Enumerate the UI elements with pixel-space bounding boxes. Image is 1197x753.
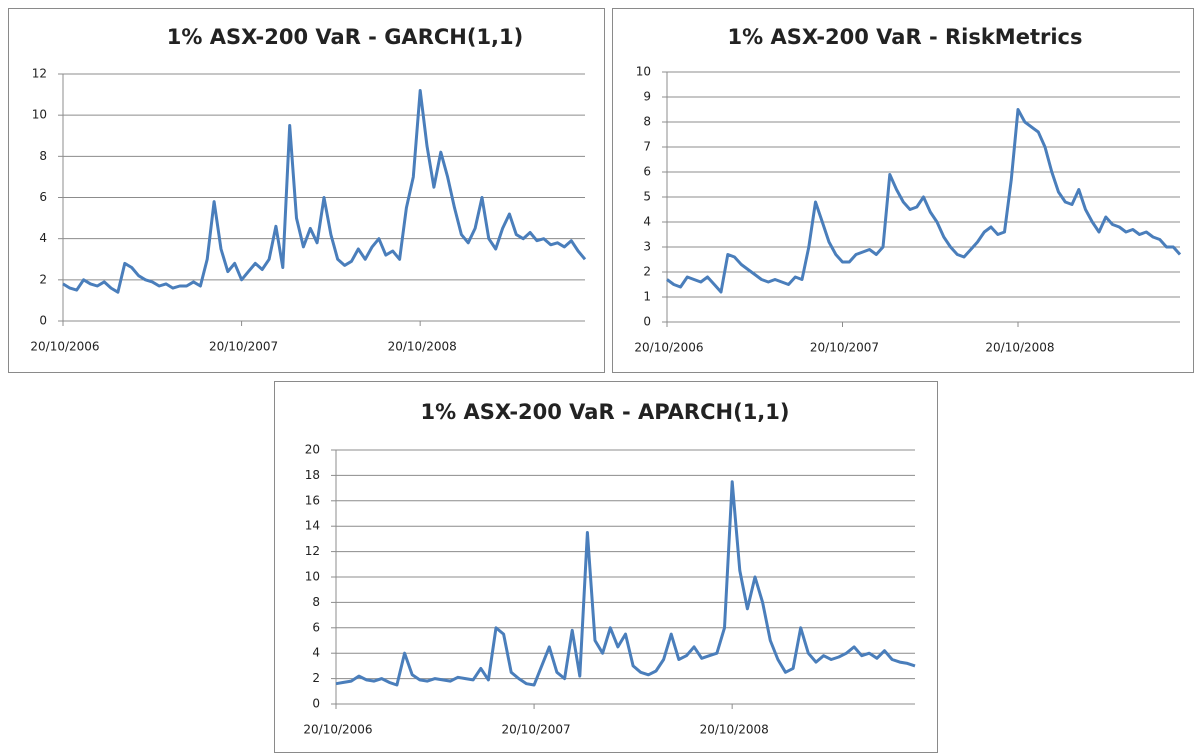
x-tick-label: 20/10/2008	[388, 340, 457, 354]
y-tick-label: 4	[312, 646, 320, 660]
y-tick-label: 6	[312, 620, 320, 634]
x-tick-label: 20/10/2006	[634, 341, 703, 355]
x-tick-label: 20/10/2006	[303, 723, 372, 737]
chart-title: 1% ASX-200 VaR - APARCH(1,1)	[421, 400, 790, 424]
x-tick-label: 20/10/2007	[209, 340, 278, 354]
data-line	[335, 480, 916, 687]
y-tick-label: 20	[305, 443, 320, 457]
y-tick-label: 2	[39, 272, 47, 286]
x-tick-label: 20/10/2007	[501, 723, 570, 737]
x-tick-label: 20/10/2006	[30, 340, 99, 354]
y-tick-label: 0	[39, 314, 47, 328]
y-tick-label: 10	[305, 570, 320, 584]
y-tick-label: 5	[643, 190, 651, 204]
y-tick-label: 10	[636, 65, 651, 79]
y-tick-label: 12	[32, 67, 47, 81]
x-tick-label: 20/10/2007	[810, 341, 879, 355]
y-tick-label: 12	[305, 544, 320, 558]
y-tick-label: 6	[643, 165, 651, 179]
data-line	[62, 89, 587, 294]
y-tick-label: 8	[643, 115, 651, 129]
y-tick-label: 8	[39, 149, 47, 163]
y-tick-label: 18	[305, 468, 320, 482]
y-tick-label: 14	[305, 519, 320, 533]
y-tick-label: 3	[643, 240, 651, 254]
chart-frame	[274, 381, 938, 753]
x-tick-label: 20/10/2008	[700, 723, 769, 737]
y-tick-label: 0	[643, 315, 651, 329]
y-tick-label: 8	[312, 595, 320, 609]
chart-title: 1% ASX-200 VaR - GARCH(1,1)	[167, 25, 524, 49]
y-tick-label: 0	[312, 697, 320, 711]
chart-frame	[8, 8, 605, 373]
y-tick-label: 2	[643, 265, 651, 279]
x-tick-label: 20/10/2008	[985, 341, 1054, 355]
chart-frame	[612, 8, 1194, 373]
y-tick-label: 1	[643, 290, 651, 304]
y-tick-label: 7	[643, 140, 651, 154]
y-tick-label: 10	[32, 108, 47, 122]
y-tick-label: 4	[39, 231, 47, 245]
y-tick-label: 4	[643, 215, 651, 229]
y-tick-label: 16	[305, 493, 320, 507]
data-line	[666, 108, 1182, 294]
y-tick-label: 9	[643, 90, 651, 104]
chart-title: 1% ASX-200 VaR - RiskMetrics	[728, 25, 1083, 49]
y-tick-label: 2	[312, 671, 320, 685]
y-tick-label: 6	[39, 190, 47, 204]
